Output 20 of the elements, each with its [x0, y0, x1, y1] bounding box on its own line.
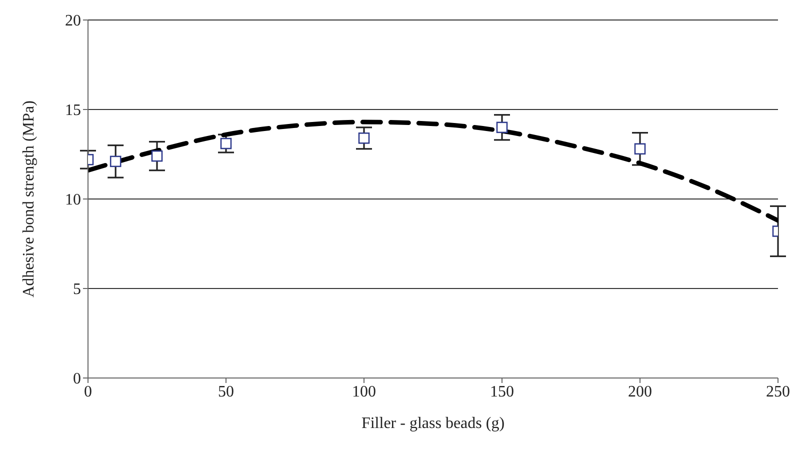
- x-tick-label: 50: [218, 383, 234, 400]
- x-tick-label: 200: [628, 383, 652, 400]
- x-tick-label: 150: [490, 383, 514, 400]
- point: [220, 138, 232, 150]
- y-tick-label: 0: [73, 370, 81, 388]
- y-tick-label: 5: [73, 281, 81, 298]
- y-tick-label: 10: [65, 192, 81, 209]
- y-tick-label: 15: [65, 102, 81, 120]
- point: [358, 132, 370, 144]
- line-series: [88, 120, 778, 223]
- y-tick-label: 20: [65, 12, 81, 30]
- point: [110, 156, 122, 168]
- point: [496, 122, 508, 134]
- point: [634, 143, 646, 155]
- x-tick-label: 100: [352, 383, 376, 400]
- y-axis-title: Adhesive bond strength (MPa): [20, 100, 38, 298]
- x-axis-title: Filler - glass beads (g): [361, 415, 505, 432]
- x-tick-label: 0: [84, 383, 92, 400]
- point: [151, 150, 163, 162]
- x-tick-label: 250: [766, 383, 790, 400]
